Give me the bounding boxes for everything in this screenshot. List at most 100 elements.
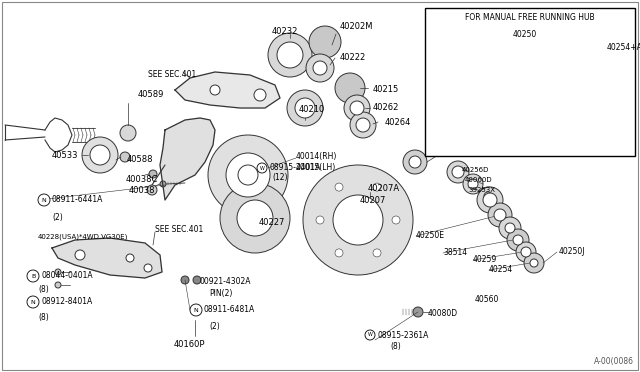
Text: 40250E: 40250E [416, 231, 445, 240]
Circle shape [373, 249, 381, 257]
Circle shape [468, 179, 478, 189]
Text: 40264: 40264 [385, 118, 412, 127]
Circle shape [120, 125, 136, 141]
Circle shape [254, 89, 266, 101]
Text: (8): (8) [390, 342, 401, 351]
Text: 40080D: 40080D [428, 309, 458, 318]
Circle shape [356, 118, 370, 132]
Text: N: N [31, 299, 35, 305]
Circle shape [488, 203, 512, 227]
Circle shape [513, 235, 523, 245]
Circle shape [483, 193, 497, 207]
Text: PIN(2): PIN(2) [209, 289, 232, 298]
Text: 40250J: 40250J [559, 247, 586, 256]
Circle shape [373, 183, 381, 191]
Text: 40560: 40560 [475, 295, 499, 304]
Text: 40222: 40222 [340, 53, 366, 62]
Circle shape [38, 194, 50, 206]
Text: 40015(LH): 40015(LH) [296, 163, 336, 172]
Circle shape [190, 304, 202, 316]
Circle shape [530, 259, 538, 267]
Text: 40262: 40262 [373, 103, 399, 112]
Circle shape [521, 247, 531, 257]
Text: 40160P: 40160P [174, 340, 205, 349]
Circle shape [55, 282, 61, 288]
Text: 08911-6441A: 08911-6441A [52, 196, 104, 205]
Circle shape [403, 150, 427, 174]
Circle shape [268, 33, 312, 77]
Circle shape [82, 137, 118, 173]
Circle shape [226, 153, 270, 197]
Text: W: W [260, 166, 264, 170]
Circle shape [413, 307, 423, 317]
Circle shape [220, 183, 290, 253]
Polygon shape [175, 72, 280, 108]
Text: 40014(RH): 40014(RH) [296, 152, 337, 161]
Circle shape [333, 195, 383, 245]
Circle shape [208, 135, 288, 215]
Text: 40533: 40533 [52, 151, 79, 160]
Circle shape [149, 170, 157, 178]
Circle shape [228, 155, 268, 195]
Circle shape [479, 187, 497, 205]
Circle shape [350, 112, 376, 138]
Circle shape [27, 270, 39, 282]
Text: 40060D: 40060D [465, 177, 493, 183]
Circle shape [27, 296, 39, 308]
Circle shape [498, 78, 522, 102]
Text: (12): (12) [272, 173, 287, 182]
Text: 40254+A: 40254+A [607, 43, 640, 52]
Circle shape [210, 85, 220, 95]
Text: 08912-8401A: 08912-8401A [41, 298, 92, 307]
Circle shape [75, 250, 85, 260]
Circle shape [344, 95, 370, 121]
Circle shape [462, 79, 484, 101]
Text: 40259: 40259 [473, 255, 497, 264]
Circle shape [335, 249, 343, 257]
Text: (2): (2) [209, 322, 220, 331]
Circle shape [499, 217, 521, 239]
Text: N: N [194, 308, 198, 312]
Circle shape [447, 161, 469, 183]
Text: 40038: 40038 [129, 186, 156, 195]
Text: FOR MANUAL FREE RUNNING HUB: FOR MANUAL FREE RUNNING HUB [465, 13, 595, 22]
Text: 40227: 40227 [259, 218, 285, 227]
Text: (8): (8) [38, 313, 49, 322]
Text: 40254: 40254 [489, 265, 513, 274]
Circle shape [160, 181, 166, 187]
Circle shape [306, 54, 334, 82]
Text: 38514: 38514 [443, 248, 467, 257]
Text: 40207: 40207 [360, 196, 387, 205]
Text: 40202M: 40202M [340, 22, 374, 31]
Circle shape [452, 166, 464, 178]
Circle shape [313, 61, 327, 75]
Circle shape [309, 26, 341, 58]
Text: 08915-2401A: 08915-2401A [269, 164, 321, 173]
Circle shape [488, 68, 532, 112]
Circle shape [409, 156, 421, 168]
Text: B: B [31, 273, 35, 279]
Circle shape [181, 276, 189, 284]
Circle shape [501, 81, 519, 99]
Polygon shape [160, 118, 215, 200]
Text: SEE SEC.401: SEE SEC.401 [148, 70, 196, 79]
Text: 40588: 40588 [127, 155, 154, 164]
Text: A-00(0086: A-00(0086 [594, 357, 634, 366]
Circle shape [90, 145, 110, 165]
Text: 40207A: 40207A [368, 184, 400, 193]
Circle shape [238, 165, 258, 185]
Bar [425, 8, 635, 156]
Circle shape [237, 200, 273, 236]
Circle shape [335, 183, 343, 191]
Circle shape [365, 330, 375, 340]
Circle shape [55, 269, 61, 275]
Circle shape [505, 223, 515, 233]
Text: 00921-4302A: 00921-4302A [199, 277, 250, 286]
Text: 40232: 40232 [272, 27, 298, 36]
Circle shape [295, 98, 315, 118]
Text: 39253X: 39253X [468, 187, 495, 193]
Circle shape [126, 254, 134, 262]
Circle shape [144, 264, 152, 272]
Text: SEE SEC.401: SEE SEC.401 [155, 225, 204, 234]
Circle shape [147, 185, 157, 195]
